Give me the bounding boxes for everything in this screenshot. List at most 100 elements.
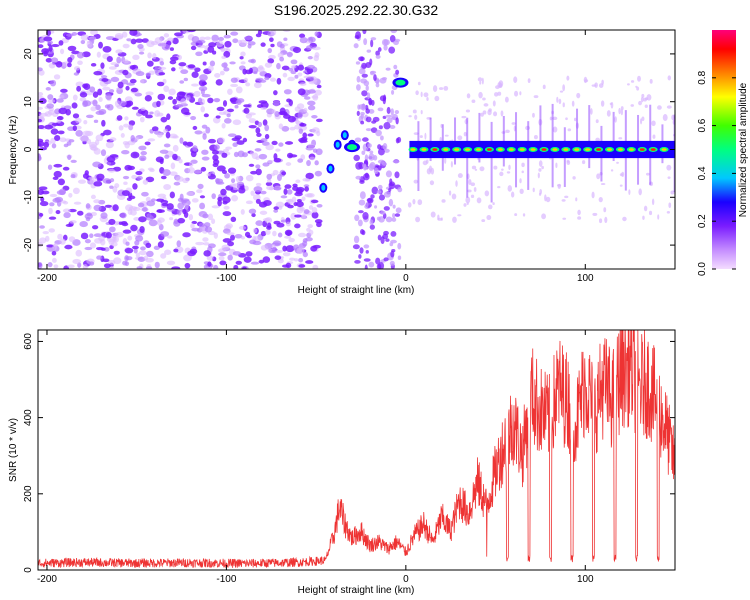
noise-blob xyxy=(173,181,181,186)
tone-streak xyxy=(612,111,615,162)
noise-blob xyxy=(260,244,269,251)
noise-blob xyxy=(128,120,136,126)
noise-blob xyxy=(146,213,152,218)
noise-blob xyxy=(125,241,130,246)
noise-blob xyxy=(175,104,184,108)
noise-blob xyxy=(288,154,298,158)
noise-blob xyxy=(172,98,177,105)
streak-blob xyxy=(370,37,377,41)
noise-blob xyxy=(48,228,55,233)
streak-blob xyxy=(367,143,372,148)
tone-segment-core xyxy=(639,148,645,151)
noise-blob xyxy=(93,199,101,204)
noise-blob xyxy=(285,230,292,236)
tone-haze xyxy=(556,96,559,103)
noise-blob xyxy=(90,146,99,151)
noise-blob xyxy=(249,239,257,245)
noise-blob xyxy=(312,264,319,269)
streak-blob xyxy=(359,191,366,200)
noise-blob xyxy=(139,116,145,123)
noise-blob xyxy=(225,223,233,229)
colorbar-tick-label: 0.4 xyxy=(697,166,708,180)
noise-blob xyxy=(270,30,277,36)
noise-blob xyxy=(252,194,261,201)
streak-blob xyxy=(391,89,395,95)
noise-blob xyxy=(191,71,199,78)
noise-blob xyxy=(186,141,194,147)
tone-haze xyxy=(575,197,578,202)
noise-blob xyxy=(57,130,65,135)
noise-blob xyxy=(169,217,174,221)
tone-haze xyxy=(600,182,606,185)
noise-blob xyxy=(183,254,192,262)
figure-title: S196.2025.292.22.30.G32 xyxy=(273,2,439,18)
tone-haze xyxy=(497,82,502,88)
streak-blob xyxy=(374,205,378,209)
noise-blob xyxy=(311,115,318,119)
noise-blob xyxy=(122,59,129,64)
noise-blob xyxy=(134,240,140,246)
tone-haze xyxy=(504,96,509,103)
noise-blob xyxy=(38,262,43,269)
tone-haze xyxy=(618,107,621,115)
noise-blob xyxy=(287,115,296,123)
tone-haze xyxy=(413,179,419,184)
noise-blob xyxy=(297,158,304,163)
noise-blob xyxy=(67,154,72,161)
streak-blob xyxy=(390,30,398,34)
noise-blob xyxy=(288,237,295,243)
noise-blob xyxy=(303,75,312,79)
tone-haze xyxy=(638,188,642,196)
noise-blob xyxy=(248,125,257,129)
noise-blob xyxy=(127,235,133,241)
noise-blob xyxy=(298,264,306,268)
tone-haze xyxy=(479,81,482,85)
noise-blob xyxy=(56,116,64,121)
noise-blob xyxy=(130,151,140,159)
noise-blob xyxy=(282,112,288,116)
noise-blob xyxy=(108,66,117,70)
streak-blob xyxy=(369,219,374,226)
noise-blob xyxy=(183,77,189,82)
noise-blob xyxy=(172,135,179,139)
noise-blob xyxy=(101,119,106,127)
noise-blob xyxy=(141,38,149,43)
tone-haze xyxy=(537,172,540,179)
noise-blob xyxy=(100,62,105,69)
noise-blob xyxy=(110,62,118,66)
streak-blob xyxy=(395,117,399,125)
noise-blob xyxy=(106,55,113,63)
noise-blob xyxy=(226,113,231,118)
noise-blob xyxy=(240,51,246,57)
noise-blob xyxy=(114,100,121,108)
noise-blob xyxy=(211,205,220,209)
spectrogram-xlabel: Height of straight line (km) xyxy=(298,285,415,296)
tone-haze xyxy=(571,100,575,107)
noise-blob xyxy=(247,43,252,49)
noise-blob xyxy=(125,85,130,91)
noise-blob xyxy=(173,218,179,225)
noise-blob xyxy=(93,181,103,187)
noise-blob xyxy=(90,62,97,67)
streak-blob xyxy=(363,38,368,46)
streak-blob xyxy=(355,175,362,180)
noise-blob xyxy=(258,153,268,160)
streak-blob xyxy=(389,35,396,43)
tone-haze xyxy=(444,157,447,164)
tone-segment-core xyxy=(465,148,471,151)
noise-blob xyxy=(41,48,50,54)
tone-haze xyxy=(538,168,542,172)
noise-blob xyxy=(207,97,214,104)
noise-blob xyxy=(74,66,81,71)
noise-blob xyxy=(306,67,314,74)
noise-blob xyxy=(63,212,71,219)
streak-blob xyxy=(397,187,403,193)
noise-blob xyxy=(311,207,318,214)
streak-blob xyxy=(370,194,375,199)
noise-blob xyxy=(282,252,291,257)
noise-blob xyxy=(103,246,110,252)
noise-blob xyxy=(163,33,170,38)
noise-blob xyxy=(103,129,112,136)
noise-blob xyxy=(51,122,60,127)
noise-blob xyxy=(172,144,179,152)
